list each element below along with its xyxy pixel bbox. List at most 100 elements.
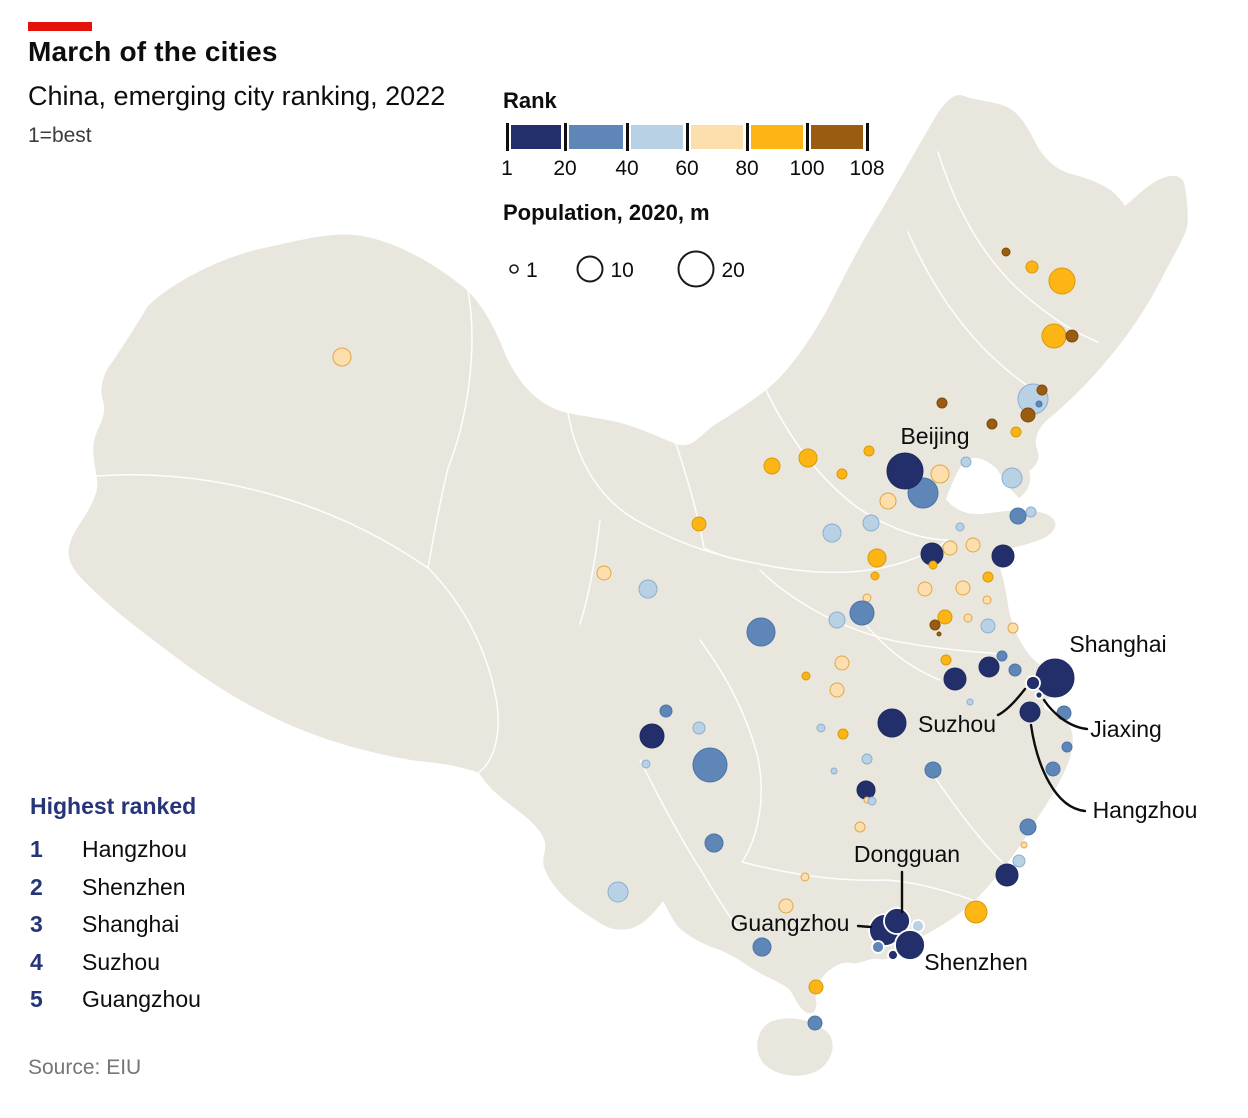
city-bubble bbox=[829, 682, 845, 698]
economist-red-bar bbox=[28, 22, 92, 31]
rank-tick-label: 20 bbox=[553, 157, 577, 180]
city-bubble bbox=[1010, 426, 1022, 438]
rank-scale-tick bbox=[626, 123, 629, 151]
city-bubble bbox=[1001, 467, 1023, 489]
rank-scale-tick bbox=[866, 123, 869, 151]
province-borders bbox=[95, 151, 1099, 929]
rank-tick-label: 60 bbox=[675, 157, 699, 180]
city-bubble bbox=[1020, 841, 1028, 849]
city-bubble bbox=[982, 571, 994, 583]
rank-number: 5 bbox=[30, 986, 43, 1012]
city-bubble bbox=[639, 723, 665, 749]
city-bubble bbox=[929, 619, 941, 631]
city-bubble bbox=[596, 565, 612, 581]
highest-ranked-title: Highest ranked bbox=[30, 793, 197, 819]
city-bubble bbox=[607, 881, 629, 903]
population-legend-circle bbox=[677, 250, 715, 288]
city-label-beijing: Beijing bbox=[900, 423, 969, 449]
city-bubble bbox=[1020, 407, 1036, 423]
rank-city: Suzhou bbox=[82, 948, 161, 975]
ranked-row: 2 Shenzhen bbox=[30, 875, 290, 899]
city-bubble bbox=[877, 708, 907, 738]
rank-bin-swatch bbox=[751, 125, 803, 149]
city-bubble bbox=[836, 468, 848, 480]
city-bubble bbox=[982, 595, 992, 605]
city-bubble bbox=[849, 600, 875, 626]
page-subtitle: China, emerging city ranking, 2022 bbox=[28, 81, 446, 111]
rank-bin-swatch bbox=[569, 125, 623, 149]
rank-bin-swatch bbox=[691, 125, 743, 149]
city-bubble bbox=[1025, 260, 1039, 274]
rank-tick-label: 108 bbox=[849, 157, 885, 180]
population-legend-value: 20 bbox=[722, 259, 745, 282]
ranked-row: 5 Guangzhou bbox=[30, 988, 290, 1011]
city-bubble bbox=[861, 753, 873, 765]
city-bubble bbox=[995, 863, 1019, 887]
rank-city: Guangzhou bbox=[82, 986, 201, 1012]
rank-bin-swatch bbox=[511, 125, 561, 149]
rank-scale-labels: 1 20 40 60 80 100 108 bbox=[501, 157, 885, 181]
rank-scale-tick bbox=[564, 123, 567, 151]
city-bubble bbox=[692, 747, 728, 783]
city-bubble bbox=[1012, 854, 1026, 868]
city-bubble bbox=[1008, 663, 1022, 677]
city-bubble bbox=[867, 548, 887, 568]
city-bubble bbox=[1009, 507, 1027, 525]
city-bubble bbox=[996, 650, 1008, 662]
city-bubble bbox=[830, 767, 838, 775]
rank-tick-label: 40 bbox=[615, 157, 639, 180]
population-legend-title: Population, 2020, m bbox=[503, 200, 710, 225]
city-bubble bbox=[1035, 658, 1075, 698]
leader-line-suzhou bbox=[996, 687, 1027, 717]
city-bubble bbox=[801, 671, 811, 681]
landmass bbox=[68, 94, 1188, 1076]
city-bubble bbox=[1019, 701, 1041, 723]
city-bubble bbox=[1035, 400, 1043, 408]
population-legend-value: 1 bbox=[526, 259, 538, 282]
city-bubble bbox=[1061, 741, 1073, 753]
china-outline bbox=[68, 94, 1188, 1014]
city-bubble bbox=[778, 898, 794, 914]
city-bubble bbox=[928, 560, 938, 570]
city-bubble bbox=[837, 728, 849, 740]
city-bubble bbox=[1036, 384, 1048, 396]
city-bubble bbox=[930, 464, 950, 484]
rank-note: 1=best bbox=[28, 124, 92, 147]
city-bubble bbox=[746, 617, 776, 647]
rank-bin-swatch bbox=[631, 125, 683, 149]
city-bubble bbox=[856, 780, 876, 800]
population-legend-circle bbox=[509, 264, 519, 274]
city-bubble bbox=[834, 655, 850, 671]
city-labels: Beijing Shanghai Suzhou Jiaxing Hangzhou Dong… bbox=[731, 423, 1198, 975]
city-bubble bbox=[1025, 506, 1037, 518]
city-bubble bbox=[691, 516, 707, 532]
city-bubble bbox=[641, 759, 651, 769]
rank-scale-tick bbox=[686, 123, 689, 151]
city-bubble bbox=[862, 514, 880, 532]
city-label-suzhou: Suzhou bbox=[918, 711, 996, 737]
city-bubbles bbox=[332, 247, 1079, 1031]
city-bubble bbox=[1034, 690, 1044, 700]
city-bubble bbox=[822, 523, 842, 543]
rank-legend-title: Rank bbox=[503, 88, 557, 113]
city-bubble bbox=[964, 900, 988, 924]
city-bubble bbox=[870, 571, 880, 581]
rank-number: 3 bbox=[30, 911, 43, 937]
city-bubble bbox=[332, 347, 352, 367]
city-bubble bbox=[883, 907, 911, 935]
ranked-row: 4 Suzhou bbox=[30, 948, 290, 975]
rank-scale-tick bbox=[746, 123, 749, 151]
rank-city: Hangzhou bbox=[82, 836, 187, 862]
city-bubble bbox=[978, 656, 1000, 678]
rank-city: Shanghai bbox=[82, 911, 180, 937]
city-bubble bbox=[692, 721, 706, 735]
ranked-row: 3 Shanghai bbox=[30, 913, 290, 936]
city-bubble bbox=[808, 979, 824, 995]
rank-tick-label: 1 bbox=[501, 157, 513, 180]
city-bubble bbox=[1065, 329, 1079, 343]
city-bubble bbox=[1019, 818, 1037, 836]
city-bubble bbox=[752, 937, 772, 957]
city-bubble bbox=[807, 1015, 823, 1031]
city-bubble bbox=[800, 872, 810, 882]
